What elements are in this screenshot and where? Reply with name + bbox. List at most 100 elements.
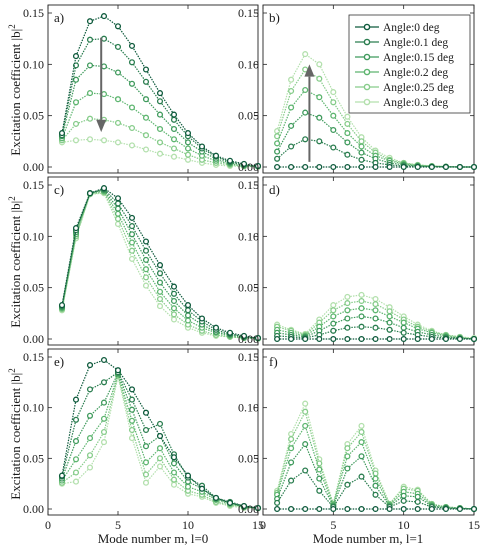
y-tick-label: 0.15: [238, 6, 259, 20]
y-tick-label: 0.10: [23, 401, 44, 415]
data-point: [274, 155, 281, 162]
data-point: [86, 36, 94, 43]
data-point: [288, 445, 295, 452]
data-point: [142, 146, 150, 153]
legend-label: Angle:0 deg: [383, 22, 440, 34]
legend-swatch-marker: [363, 68, 371, 76]
plot-frame: [262, 4, 475, 174]
data-point: [330, 320, 337, 327]
data-point: [184, 483, 192, 490]
y-tick-label: 0.05: [238, 451, 259, 465]
data-point: [288, 459, 295, 466]
y-tick-label: 0.15: [238, 350, 259, 364]
data-point: [170, 476, 178, 483]
data-point: [184, 145, 192, 152]
data-point: [114, 210, 122, 217]
y-tick-label: 0.05: [23, 109, 44, 123]
data-point: [170, 125, 178, 133]
data-point: [128, 223, 136, 230]
panels-group: 0.00 0.05 0.10 0.15 a) 0.00 0.05 0.10 0.15 b) Angl…: [23, 4, 480, 532]
data-point: [254, 162, 262, 170]
data-point: [358, 439, 365, 446]
data-point: [170, 111, 178, 118]
data-point: [170, 316, 178, 323]
data-point: [212, 152, 220, 159]
data-point: [400, 319, 407, 326]
data-point: [344, 293, 351, 300]
data-point: [142, 282, 150, 289]
series-line: [277, 326, 475, 340]
data-point: [86, 435, 94, 442]
data-point: [470, 163, 478, 171]
panel-f: 0.00 0.05 0.10 0.15 0 5 10 15 f): [238, 348, 480, 532]
data-point: [100, 399, 108, 406]
data-point: [372, 324, 379, 331]
data-point: [274, 335, 281, 343]
data-point: [72, 456, 80, 463]
data-point: [184, 151, 192, 158]
data-point: [72, 99, 80, 106]
data-point: [288, 87, 295, 95]
data-point: [288, 163, 295, 171]
data-point: [316, 75, 323, 82]
data-point: [128, 214, 136, 221]
data-point: [344, 130, 351, 137]
data-point: [344, 481, 351, 488]
data-point: [330, 163, 337, 171]
x-axis-title-left: Mode number m, l=0: [98, 531, 209, 546]
y-tick-label: 0.10: [23, 229, 44, 243]
data-point: [274, 148, 281, 155]
data-point: [156, 303, 164, 310]
data-point: [72, 62, 80, 69]
data-point: [400, 324, 407, 331]
data-point: [386, 335, 393, 343]
data-point: [344, 453, 351, 460]
data-point: [330, 313, 337, 320]
data-point: [358, 297, 365, 305]
data-point: [128, 386, 136, 393]
y-tick-label: 0.00: [238, 332, 259, 346]
data-point: [128, 104, 136, 111]
y-axis-title-bottom: Excitation coefficient |b|2: [7, 368, 23, 499]
x-tick-label: 0: [45, 518, 51, 532]
data-point: [100, 13, 108, 20]
data-point: [330, 144, 337, 151]
data-point: [288, 505, 295, 513]
data-point: [100, 428, 108, 436]
data-point: [170, 305, 178, 312]
trend-arrow-head: [96, 119, 107, 133]
data-point: [372, 491, 379, 498]
y-axis-title-middle: Excitation coefficient |b|2: [7, 196, 23, 327]
data-point: [72, 120, 80, 127]
data-point: [170, 311, 178, 318]
data-point: [344, 151, 351, 158]
data-point: [330, 89, 337, 96]
data-point: [170, 454, 178, 461]
data-point: [344, 445, 351, 452]
data-point: [128, 435, 136, 442]
data-point: [156, 98, 164, 105]
data-point: [302, 86, 309, 94]
series-1: [274, 335, 478, 343]
data-point: [414, 505, 421, 513]
data-point: [100, 35, 108, 42]
data-point: [400, 492, 407, 499]
data-point: [156, 420, 164, 427]
data-point: [142, 459, 150, 466]
data-point: [400, 329, 407, 336]
data-point: [330, 327, 337, 334]
data-point: [358, 323, 365, 330]
data-point: [156, 455, 164, 462]
data-point: [344, 335, 351, 343]
trend-arrow-head: [304, 64, 315, 77]
plot-frame: [47, 176, 259, 346]
data-point: [142, 471, 150, 478]
data-point: [86, 62, 94, 69]
data-point: [128, 142, 136, 149]
data-point: [288, 430, 295, 438]
data-point: [330, 307, 337, 314]
data-point: [274, 163, 281, 171]
data-point: [128, 42, 136, 49]
panel-label: d): [269, 182, 280, 197]
